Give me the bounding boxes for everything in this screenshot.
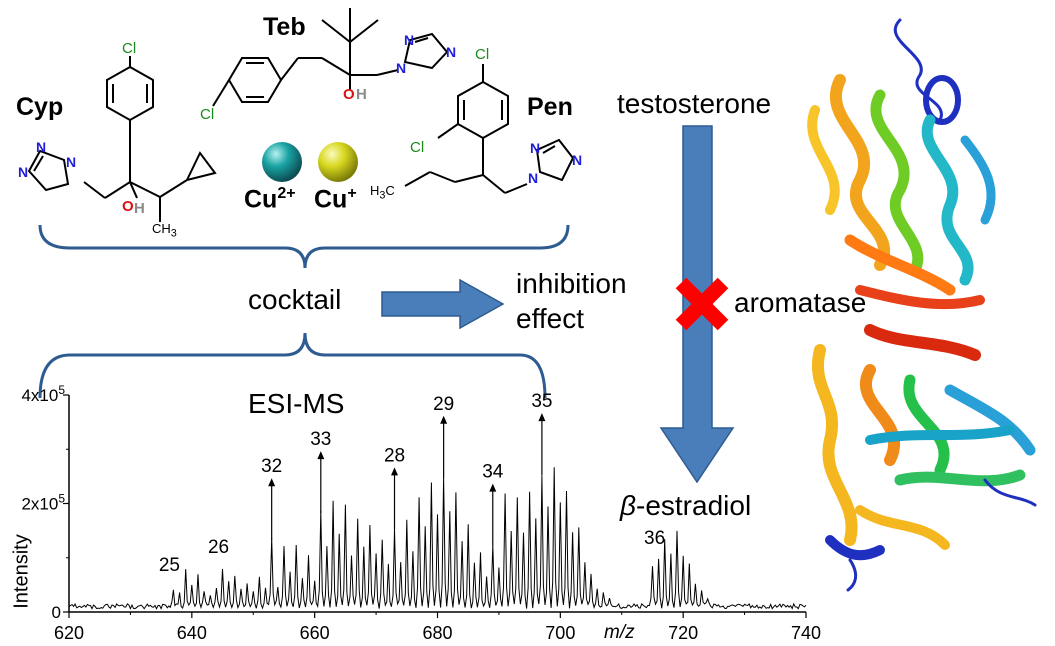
cyp-o: O xyxy=(122,198,134,215)
inhibition-arrow xyxy=(381,278,505,330)
testosterone-label: testosterone xyxy=(617,88,772,119)
annotation-arrowhead xyxy=(538,413,546,422)
y-tick-exponent: 5 xyxy=(58,492,65,506)
cyp-h: H xyxy=(134,200,145,217)
x-tick-label: 680 xyxy=(422,623,452,643)
peak-label: 35 xyxy=(531,391,552,412)
aromatase-label: aromatase xyxy=(734,287,867,318)
peak-label: 25 xyxy=(159,555,180,576)
peak-label: 29 xyxy=(433,394,454,415)
pen-n2: N xyxy=(530,140,541,156)
cyp-n1: N xyxy=(66,154,77,170)
y-tick-exponent: 5 xyxy=(58,383,65,397)
estradiol-label: β-estradiol xyxy=(620,490,751,522)
x-axis-label: m/z xyxy=(604,622,635,643)
estradiol-text: -estradiol xyxy=(636,490,752,521)
teb-cl: Cl xyxy=(200,106,215,123)
cyp-cl: Cl xyxy=(122,40,137,57)
teb-structure xyxy=(212,8,449,107)
peak-label: 26 xyxy=(208,537,229,558)
peak-label: 32 xyxy=(261,456,282,477)
peak-label: 28 xyxy=(384,445,405,466)
cu1-label: Cu+ xyxy=(314,185,357,214)
spectrum-line xyxy=(68,467,807,610)
annotation-arrowhead xyxy=(440,415,448,424)
top-bracket xyxy=(38,224,570,269)
x-tick-label: 620 xyxy=(54,623,84,643)
pen-cl-left: Cl xyxy=(410,139,425,156)
annotation-arrowhead xyxy=(391,467,399,476)
pen-n1: N xyxy=(528,170,539,186)
cyp-n3: N xyxy=(36,139,47,155)
cyp-structure xyxy=(27,56,217,222)
x-tick-label: 660 xyxy=(300,623,330,643)
pen-cl-top: Cl xyxy=(475,46,490,63)
cyp-n2: N xyxy=(18,164,29,180)
teb-label: Teb xyxy=(263,13,306,41)
inhibition-label: inhibition xyxy=(516,268,627,299)
y-tick-label: 4x105 xyxy=(21,383,65,405)
teb-n1: N xyxy=(396,60,407,76)
teb-h: H xyxy=(356,86,367,103)
teb-n3: N xyxy=(446,44,457,60)
x-tick-label: 720 xyxy=(668,623,698,643)
block-cross xyxy=(675,277,729,331)
cyp-ch3: CH3 xyxy=(152,221,177,240)
y-tick-label: 2x105 xyxy=(21,492,65,514)
cu2-label: Cu2+ xyxy=(244,185,296,214)
effect-label: effect xyxy=(516,303,584,334)
y-axis-label: Intensity xyxy=(10,534,33,609)
cyp-label: Cyp xyxy=(16,93,64,121)
peak-label: 34 xyxy=(482,462,504,483)
x-tick-label: 700 xyxy=(545,623,575,643)
peak-label: 33 xyxy=(310,429,331,450)
pen-structure xyxy=(404,64,575,194)
pen-h3c: H3C xyxy=(370,183,395,202)
teb-n2: N xyxy=(404,32,415,48)
peak-label: 36 xyxy=(644,528,665,549)
bottom-bracket xyxy=(38,332,547,399)
cocktail-label: cocktail xyxy=(248,284,342,315)
annotation-arrowhead xyxy=(268,478,276,487)
annotation-arrowhead xyxy=(317,451,325,460)
pen-label: Pen xyxy=(527,93,573,121)
y-tick-label: 0 xyxy=(52,603,61,622)
annotation-arrowhead xyxy=(489,483,497,492)
chart-title: ESI-MS xyxy=(248,388,345,419)
pen-n3: N xyxy=(572,152,583,168)
beta-symbol: β xyxy=(620,490,636,521)
aromatase-protein xyxy=(807,18,1037,592)
cu2-ball xyxy=(262,142,302,182)
teb-o: O xyxy=(343,86,355,103)
x-tick-label: 640 xyxy=(177,623,207,643)
cu1-ball xyxy=(318,142,358,182)
x-tick-label: 740 xyxy=(791,623,821,643)
